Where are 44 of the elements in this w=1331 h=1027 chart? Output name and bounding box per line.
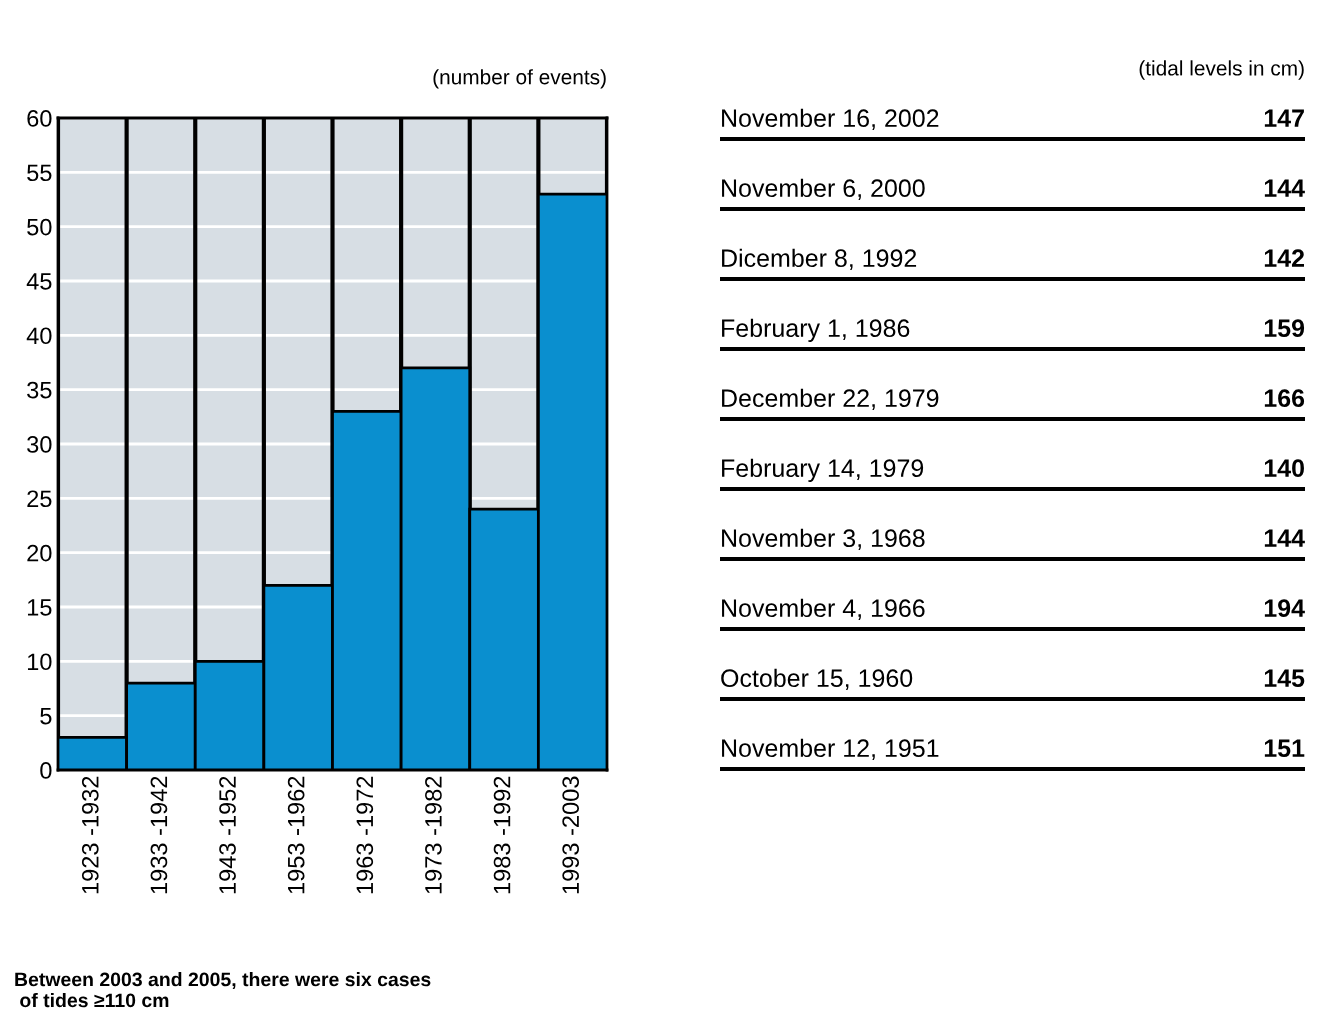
data-label: 142 — [1264, 249, 1304, 267]
y-tick-label: 45 — [26, 273, 52, 290]
category-label: November 6, 2000 — [722, 178, 925, 201]
data-label: 144 — [1264, 179, 1305, 197]
text: Between 2003 and 2005, there were six cases of tides ≥110 cm — [15, 972, 431, 1008]
category-label: February 14, 1979 — [722, 458, 924, 482]
y-tick-label: 0 — [40, 762, 52, 779]
category-label: November 3, 1968 — [722, 528, 925, 551]
y-tick-label: 20 — [27, 544, 52, 562]
y-tick-label: 10 — [27, 653, 52, 671]
data-label: 144 — [1264, 529, 1305, 547]
category-label: November 16, 2002 — [722, 108, 939, 131]
y-tick-label: 5 — [40, 707, 52, 725]
x-tick-label: 1933 -1942 — [150, 776, 168, 894]
x-tick-label: 1993 -2003 — [562, 776, 580, 894]
y-tick-label: 60 — [27, 110, 52, 127]
x-tick-label: 1973 -1982 — [425, 776, 442, 894]
y-tick-label: 30 — [27, 436, 52, 453]
category-label: October 15, 1960 — [721, 668, 913, 691]
category-label: Dicember 8, 1992 — [722, 248, 917, 271]
x-tick-label: 1923 -1932 — [81, 776, 99, 894]
y-tick-label: 50 — [27, 218, 52, 236]
data-label: 194 — [1264, 599, 1305, 618]
data-label: 140 — [1264, 459, 1304, 478]
x-tick-label: 1963 -1972 — [356, 776, 374, 894]
data-label: 147 — [1264, 109, 1304, 127]
category-label: November 4, 1966 — [722, 598, 925, 621]
y-tick-label: 40 — [26, 327, 52, 345]
x-tick-label: 1953 -1962 — [287, 776, 305, 894]
category-label: December 22, 1979 — [722, 388, 939, 411]
x-tick-label: 1983 -1992 — [493, 776, 511, 894]
y-tick-label: 35 — [27, 381, 52, 399]
y-tick-label: 55 — [27, 164, 52, 182]
category-label: February 1, 1986 — [722, 318, 910, 342]
data-label: 159 — [1264, 319, 1305, 338]
data-label: 151 — [1264, 739, 1305, 758]
y-tick-label: 15 — [27, 599, 52, 616]
x-tick-label: 1943 -1952 — [219, 776, 236, 894]
data-label: 166 — [1264, 389, 1305, 408]
y-tick-label: 25 — [27, 490, 52, 508]
data-label: 145 — [1264, 669, 1305, 688]
category-label: November 12, 1951 — [722, 738, 939, 761]
y-axis-title: (number of events) — [433, 69, 606, 89]
text: (tidal levels in cm) — [1139, 60, 1304, 80]
